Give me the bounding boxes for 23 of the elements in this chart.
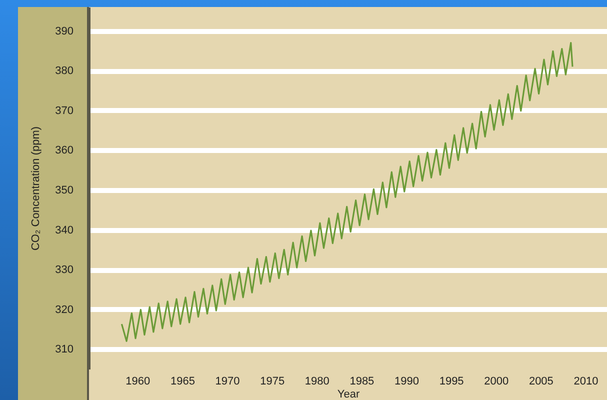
x-tick-label: 1980 xyxy=(304,376,330,388)
x-tick-label: 2005 xyxy=(528,376,554,388)
y-tick-label: 310 xyxy=(55,344,74,356)
y-tick-label: 370 xyxy=(55,104,74,117)
x-axis-title: Year xyxy=(337,388,360,400)
x-tick-label: 1970 xyxy=(215,376,240,388)
y-tick-label: 320 xyxy=(55,304,74,316)
y-tick-label: 350 xyxy=(55,184,74,196)
x-tick-label: 1995 xyxy=(439,376,464,388)
x-tick-label: 1975 xyxy=(260,376,285,388)
x-tick-label: 1990 xyxy=(394,376,419,388)
x-tick-label: 1985 xyxy=(350,376,374,388)
y-tick-label: 360 xyxy=(55,144,74,157)
y-tick-label: 390 xyxy=(55,25,74,38)
x-tick-label: 1960 xyxy=(126,376,150,388)
line-series xyxy=(120,42,574,342)
y-tick-label: 380 xyxy=(55,65,74,78)
y-tick-label: 340 xyxy=(55,224,74,236)
x-tick-label: 2010 xyxy=(574,376,598,388)
x-tick-label: 2000 xyxy=(484,376,509,388)
y-axis-title: CO₂ Concentration (ppm) xyxy=(30,126,42,251)
x-tick-label: 1965 xyxy=(170,376,195,388)
y-tick-label: 330 xyxy=(55,264,74,276)
